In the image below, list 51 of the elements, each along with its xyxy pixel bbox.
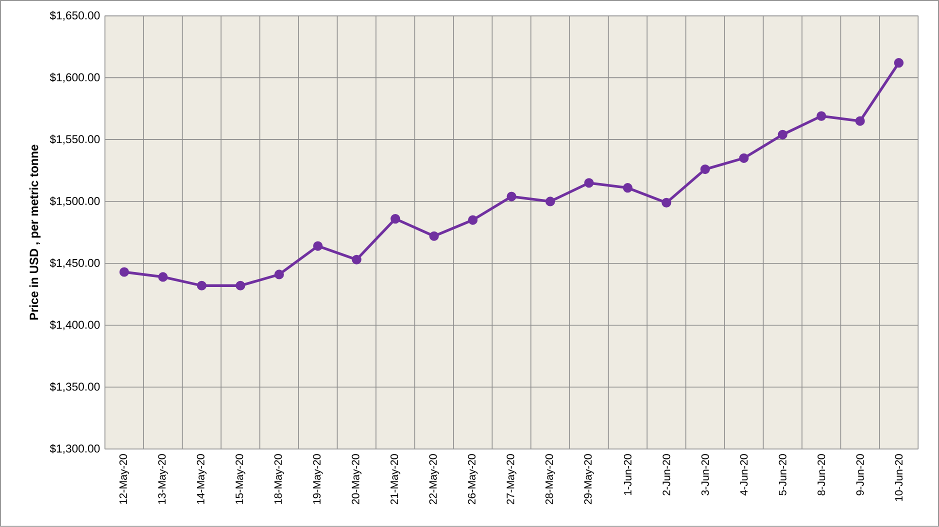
x-tick-label: 28-May-20 — [545, 454, 556, 504]
point — [429, 231, 439, 241]
point — [274, 270, 284, 280]
y-tick-label: $1,500.00 — [50, 196, 100, 206]
point — [816, 111, 826, 121]
point — [584, 178, 594, 188]
y-tick-label: $1,350.00 — [50, 382, 100, 392]
x-tick-label: 19-May-20 — [313, 454, 323, 504]
y-tick-label: $1,450.00 — [50, 258, 100, 268]
x-tick-label: 12-May-20 — [119, 454, 130, 504]
point — [855, 116, 865, 126]
y-axis-title: Price in USD , per metric tonne — [29, 144, 41, 320]
point — [196, 280, 206, 291]
x-tick-label: 22-May-20 — [429, 454, 439, 504]
point — [236, 280, 246, 291]
point — [390, 214, 400, 224]
x-tick-label: 2-Jun-20 — [662, 454, 670, 496]
y-tick-label: $1,650.00 — [50, 10, 100, 21]
x-tick-label: 27-May-20 — [506, 454, 516, 504]
point — [506, 192, 516, 202]
point — [622, 183, 633, 193]
x-tick-label: 14-May-20 — [196, 454, 207, 504]
point — [158, 272, 168, 282]
point — [662, 198, 672, 208]
x-tick-label: 26-May-20 — [468, 454, 478, 504]
y-tick-label: $1,300.00 — [50, 444, 100, 454]
x-tick-label: 3-Jun-20 — [701, 454, 709, 496]
x-tick-label: 5-Jun-20 — [778, 454, 786, 496]
x-tick-label: 1-Jun-20 — [624, 454, 632, 496]
point — [894, 58, 904, 68]
point — [700, 164, 710, 174]
point — [119, 267, 130, 277]
point — [468, 215, 478, 225]
y-tick-label: $1,600.00 — [50, 72, 100, 83]
x-tick-label: 13-May-20 — [158, 454, 168, 504]
x-tick-label: 18-May-20 — [274, 454, 284, 504]
point — [313, 241, 323, 251]
y-tick-label: $1,550.00 — [50, 134, 100, 145]
x-tick-label: 8-Jun-20 — [818, 454, 826, 496]
x-tick-label: 29-May-20 — [584, 454, 594, 504]
x-tick-label: 15-May-20 — [236, 454, 246, 504]
x-tick-label: 20-May-20 — [352, 454, 362, 504]
x-tick-label: 21-May-20 — [390, 454, 400, 504]
x-tick-label: 4-Jun-20 — [740, 454, 748, 496]
point — [545, 196, 556, 206]
point — [778, 130, 788, 140]
point — [352, 254, 362, 265]
y-tick-label: $1,400.00 — [50, 320, 100, 330]
x-tick-label: 10-Jun-20 — [895, 454, 903, 502]
point — [739, 153, 749, 164]
x-tick-label: 9-Jun-20 — [856, 454, 864, 496]
